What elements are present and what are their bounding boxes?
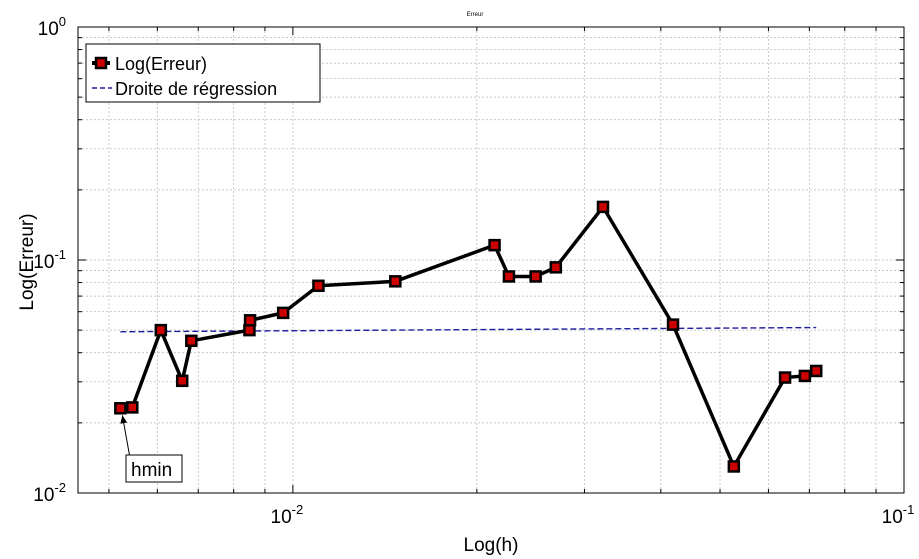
data-point xyxy=(185,334,198,348)
series-line-log-erreur xyxy=(120,205,817,469)
legend: Log(Erreur) Droite de régression xyxy=(85,43,321,103)
axis-ticks xyxy=(78,26,905,494)
series-line-regression xyxy=(120,326,817,333)
hmin-annotation: hmin xyxy=(120,415,183,483)
y-axis-label: Log(Erreur) xyxy=(17,213,38,310)
data-point xyxy=(243,314,257,327)
legend-marker-log-erreur xyxy=(94,56,108,70)
y-tick-label: 100 xyxy=(38,14,66,40)
legend-label-log-erreur: Log(Erreur) xyxy=(115,54,207,74)
data-point xyxy=(666,318,680,331)
data-point xyxy=(529,270,542,283)
data-point xyxy=(488,238,501,252)
x-axis-label: Log(h) xyxy=(464,535,519,556)
data-point xyxy=(389,275,402,288)
data-point xyxy=(276,306,290,320)
series-layer xyxy=(114,200,823,473)
x-tick-label: 10-1 xyxy=(882,502,915,528)
data-point xyxy=(243,323,256,337)
data-point xyxy=(727,460,741,473)
tick-labels: 10-2 10-1 10-2 10-1 100 xyxy=(33,14,914,528)
data-point xyxy=(154,323,168,337)
legend-box xyxy=(85,43,321,103)
data-point xyxy=(798,369,812,383)
data-point xyxy=(809,364,823,378)
data-point xyxy=(596,200,610,214)
data-point xyxy=(502,270,516,283)
data-point xyxy=(778,371,792,384)
data-point xyxy=(114,402,127,415)
y-tick-label: 10-2 xyxy=(33,480,66,506)
data-point xyxy=(312,279,325,293)
hmin-label: hmin xyxy=(131,460,172,481)
x-tick-label: 10-2 xyxy=(271,502,304,528)
data-point xyxy=(175,374,189,388)
chart-title: Erreur xyxy=(467,12,484,18)
hmin-label-box xyxy=(125,454,183,483)
hmin-arrow-head xyxy=(120,415,128,424)
y-tick-label: 10-1 xyxy=(33,247,66,273)
data-point xyxy=(126,401,139,414)
data-point xyxy=(549,261,563,274)
grid-lines xyxy=(78,26,905,494)
legend-label-regression: Droite de régression xyxy=(115,79,277,99)
